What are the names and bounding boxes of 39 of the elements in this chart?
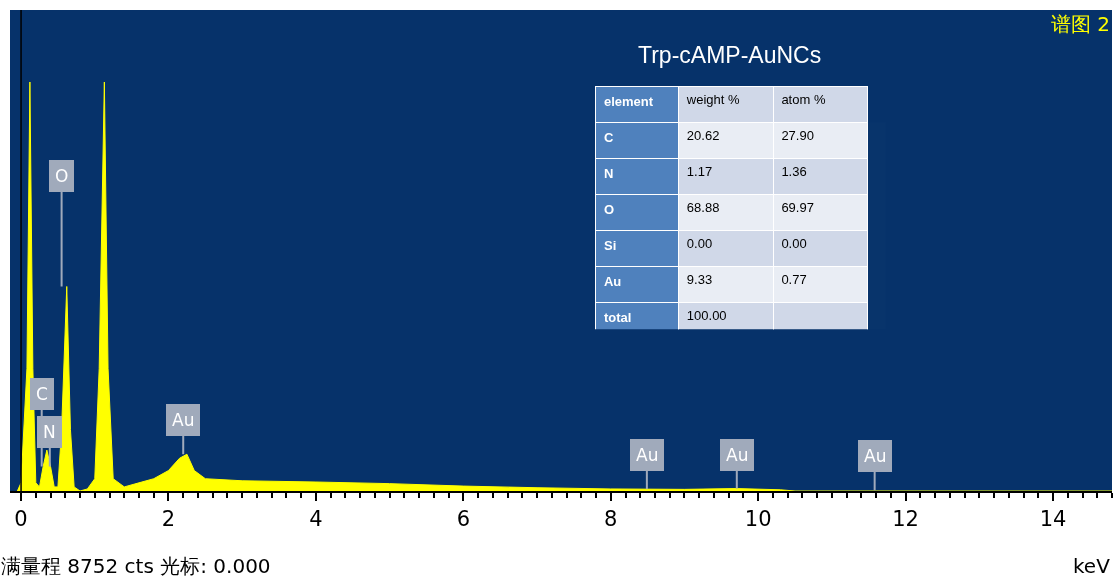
annotation: atom %: [781, 92, 826, 108]
annotation: N: [43, 422, 56, 442]
annotation: C: [603, 130, 614, 146]
annotation: Au: [636, 445, 659, 465]
annotation: Au: [172, 410, 195, 430]
x-tick-label: 14: [1039, 507, 1067, 532]
annotation: 1.36: [781, 164, 807, 180]
x-tick-label: 4: [309, 507, 323, 532]
text: 谱图 2: [1051, 12, 1111, 36]
x-tick-label: 2: [161, 507, 176, 532]
x-axis-title: keV: [1073, 554, 1111, 578]
annotation: 1.17: [686, 164, 713, 180]
x-tick-label: 10: [744, 507, 772, 532]
annotation: 69.97: [781, 200, 814, 216]
annotation: C: [36, 384, 48, 404]
chart-title: Trp-cAMP-AuNCs: [638, 42, 822, 69]
annotation: N: [603, 166, 614, 182]
annotation: Au: [864, 446, 887, 466]
text: 满量程 8752 cts 光标: 0.000: [1, 554, 271, 578]
annotation: total: [603, 310, 632, 326]
annotation: 0.00: [781, 236, 807, 252]
annotation: 68.88: [686, 200, 720, 216]
annotation: Au: [726, 445, 749, 465]
annotation: element: [603, 94, 654, 110]
annotation: 100.00: [686, 308, 727, 324]
x-tick-label: 6: [456, 507, 471, 532]
x-tick-label: 0: [14, 507, 28, 532]
annotation: O: [603, 202, 615, 218]
annotation: 0.00: [686, 236, 713, 252]
annotation: weight %: [685, 92, 741, 108]
annotation: Si: [603, 238, 617, 254]
annotation: 9.33: [686, 272, 713, 288]
x-tick-label: 12: [892, 507, 919, 532]
annotation: 20.62: [686, 128, 720, 144]
x-tick-label: 8: [604, 507, 618, 532]
annotation: 27.90: [781, 128, 814, 144]
annotation: 0.77: [781, 272, 807, 288]
annotation: Au: [603, 274, 622, 290]
annotation: O: [55, 166, 69, 186]
